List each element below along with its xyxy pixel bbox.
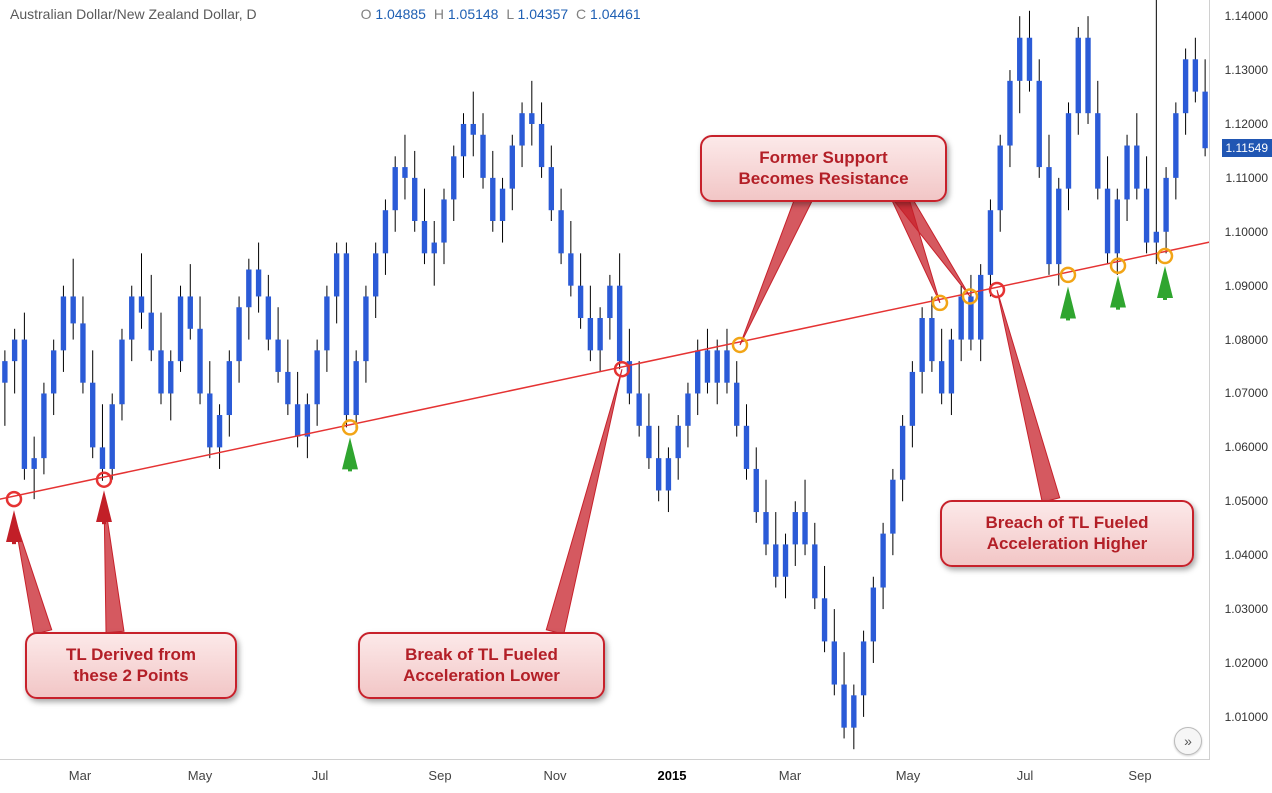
x-tick: 2015 xyxy=(658,768,687,783)
y-tick: 1.12000 xyxy=(1225,117,1268,131)
x-tick: Sep xyxy=(428,768,451,783)
y-axis: 1.01000 1.02000 1.03000 1.04000 1.05000 1.060… xyxy=(1209,0,1272,760)
y-tick: 1.04000 xyxy=(1225,548,1268,562)
chevron-right-icon: » xyxy=(1184,733,1192,749)
annotation-former_support: Former Support Becomes Resistance xyxy=(700,135,947,202)
x-tick: Jul xyxy=(312,768,329,783)
x-tick: May xyxy=(188,768,213,783)
chart-container: Australian Dollar/New Zealand Dollar, D … xyxy=(0,0,1272,793)
annotation-tl_derived: TL Derived from these 2 Points xyxy=(25,632,237,699)
y-tick: 1.06000 xyxy=(1225,440,1268,454)
scroll-right-button[interactable]: » xyxy=(1174,727,1202,755)
x-axis: Mar May Jul Sep Nov 2015 Mar May Jul Sep xyxy=(0,759,1210,793)
y-tick: 1.02000 xyxy=(1225,656,1268,670)
x-tick: Mar xyxy=(69,768,91,783)
y-tick: 1.09000 xyxy=(1225,279,1268,293)
x-tick: Mar xyxy=(779,768,801,783)
plot-area[interactable]: TL Derived from these 2 Points Break of T… xyxy=(0,0,1210,760)
x-tick: Nov xyxy=(543,768,566,783)
y-tick: 1.10000 xyxy=(1225,225,1268,239)
x-tick: May xyxy=(896,768,921,783)
annotation-breach_higher: Breach of TL Fueled Acceleration Higher xyxy=(940,500,1194,567)
y-tick: 1.14000 xyxy=(1225,9,1268,23)
y-tick: 1.11000 xyxy=(1226,171,1269,185)
y-tick: 1.03000 xyxy=(1225,602,1268,616)
last-price-label: 1.11549 xyxy=(1222,139,1272,157)
y-tick: 1.13000 xyxy=(1225,63,1268,77)
x-tick: Sep xyxy=(1128,768,1151,783)
y-tick: 1.01000 xyxy=(1225,710,1268,724)
annotation-break_lower: Break of TL Fueled Acceleration Lower xyxy=(358,632,605,699)
y-tick: 1.05000 xyxy=(1225,494,1268,508)
x-tick: Jul xyxy=(1017,768,1034,783)
y-tick: 1.08000 xyxy=(1225,333,1268,347)
y-tick: 1.07000 xyxy=(1225,386,1268,400)
